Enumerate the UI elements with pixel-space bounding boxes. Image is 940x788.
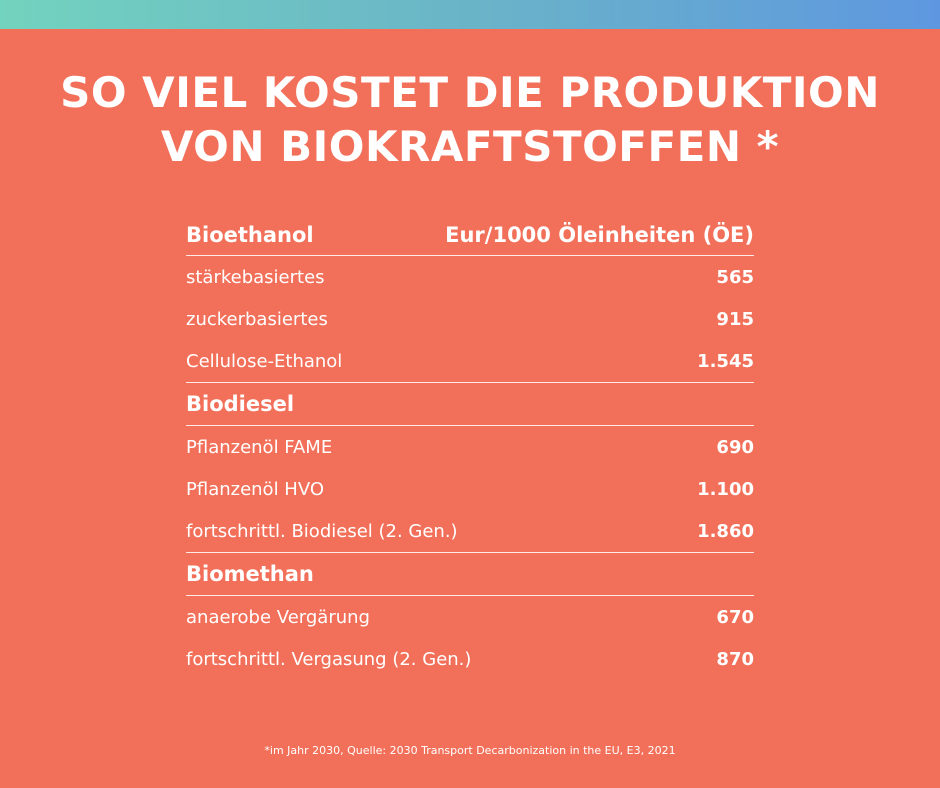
group-header-biodiesel: Biodiesel [186, 383, 754, 426]
row-label: Pflanzenöl HVO [186, 478, 324, 500]
row-label: stärkebasiertes [186, 266, 325, 288]
page-title: SO VIEL KOSTET DIE PRODUKTION VON BIOKRA… [0, 66, 940, 174]
row-label: fortschrittl. Vergasung (2. Gen.) [186, 648, 472, 670]
row-label: Cellulose-Ethanol [186, 350, 343, 372]
row-value: 915 [716, 308, 754, 330]
row-value: 670 [716, 606, 754, 628]
row-value: 1.100 [697, 478, 754, 500]
row-value: 1.860 [697, 520, 754, 542]
footnote: *im Jahr 2030, Quelle: 2030 Transport De… [264, 744, 676, 757]
row-label: Pflanzenöl FAME [186, 436, 333, 458]
table-row: Cellulose-Ethanol 1.545 [186, 340, 754, 383]
row-value: 690 [716, 436, 754, 458]
row-label: zuckerbasiertes [186, 308, 328, 330]
cost-table: Bioethanol Eur/1000 Öleinheiten (ÖE) stä… [186, 214, 754, 680]
table-row: anaerobe Vergärung 670 [186, 596, 754, 638]
row-value: 565 [716, 266, 754, 288]
gradient-top-bar [0, 0, 940, 29]
table-row: Pflanzenöl HVO 1.100 [186, 468, 754, 510]
group-name: Biomethan [186, 562, 314, 586]
table-row: stärkebasiertes 565 [186, 256, 754, 298]
table-row: zuckerbasiertes 915 [186, 298, 754, 340]
group-header-bioethanol: Bioethanol Eur/1000 Öleinheiten (ÖE) [186, 214, 754, 256]
table-row: Pflanzenöl FAME 690 [186, 426, 754, 468]
row-label: fortschrittl. Biodiesel (2. Gen.) [186, 520, 458, 542]
table-row: fortschrittl. Vergasung (2. Gen.) 870 [186, 638, 754, 680]
row-value: 870 [716, 648, 754, 670]
group-name: Biodiesel [186, 392, 295, 416]
unit-label: Eur/1000 Öleinheiten (ÖE) [445, 222, 754, 247]
group-header-biomethan: Biomethan [186, 553, 754, 596]
row-value: 1.545 [697, 350, 754, 372]
group-name: Bioethanol [186, 222, 314, 247]
row-label: anaerobe Vergärung [186, 606, 370, 628]
title-line-2: VON BIOKRAFTSTOFFEN * [160, 122, 780, 171]
table-row: fortschrittl. Biodiesel (2. Gen.) 1.860 [186, 510, 754, 553]
title-line-1: SO VIEL KOSTET DIE PRODUKTION [60, 68, 880, 117]
